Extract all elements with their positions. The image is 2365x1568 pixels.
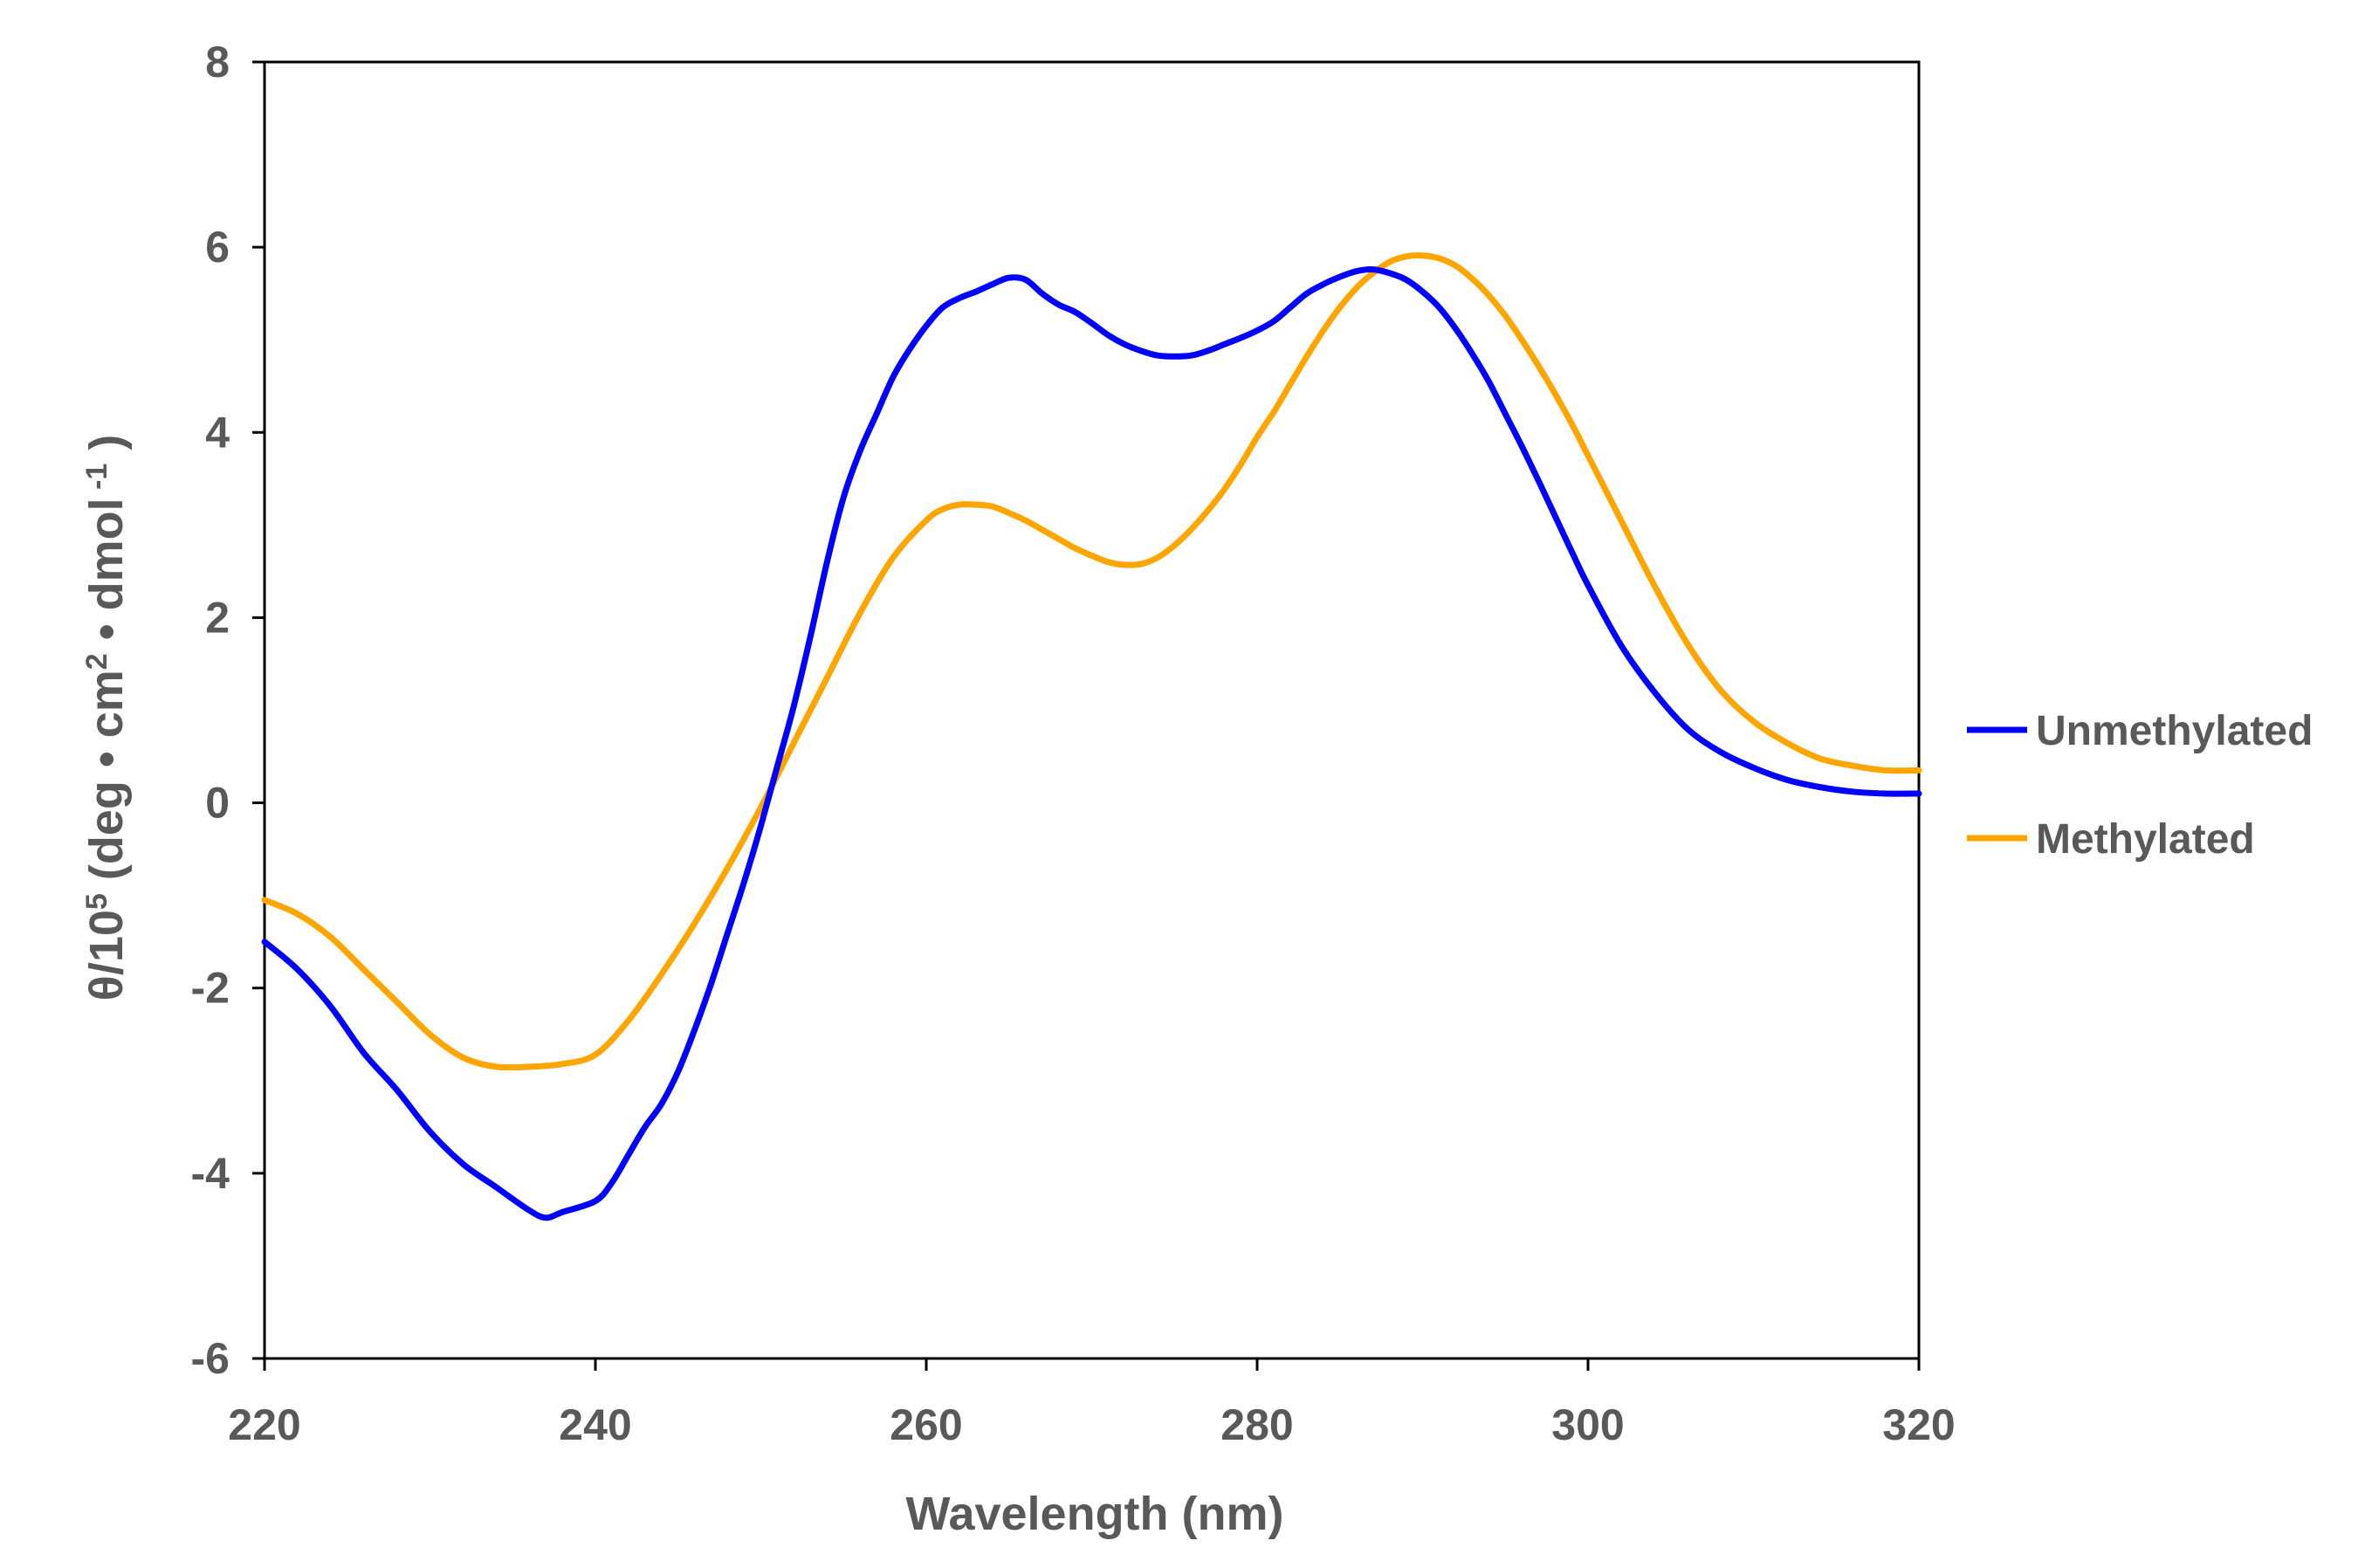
x-tick-label: 280 (1220, 1400, 1293, 1449)
y-axis-title-text: θ/10 (80, 910, 133, 1001)
series-line-unmethylated (261, 266, 1922, 1221)
y-tick-label: -2 (191, 964, 230, 1013)
y-tick-label: -6 (191, 1334, 230, 1383)
x-axis-title: Wavelength (nm) (905, 1488, 1283, 1540)
legend-label-unmethylated: Unmethylated (2036, 708, 2313, 754)
x-tick-label: 300 (1551, 1400, 1624, 1449)
series-layer (261, 252, 1922, 1221)
x-tick-label: 260 (890, 1400, 962, 1449)
y-axis-title-text: (deg • cm (80, 670, 133, 893)
x-tick-label: 240 (559, 1400, 631, 1449)
y-axis-title-text: • dmol (80, 498, 133, 653)
x-tick-label: 220 (228, 1400, 300, 1449)
plot-frame (263, 60, 1921, 1360)
y-axis-title-superscript: 5 (80, 893, 113, 910)
y-axis-title-text: ) (80, 435, 133, 464)
plot-area (263, 60, 1921, 1360)
legend: Unmethylated Methylated (1967, 708, 2313, 863)
series-line-methylated (261, 252, 1922, 1071)
y-tick-label: 8 (205, 38, 230, 86)
y-axis-title-superscript: 2 (80, 653, 113, 670)
axis-ticks: -6 -4 -2 0 2 4 6 8 220 240 260 280 300 320 (191, 38, 1956, 1449)
y-tick-label: 4 (205, 408, 230, 457)
y-tick-label: 2 (205, 593, 230, 642)
x-tick-label: 320 (1882, 1400, 1955, 1449)
y-axis-title: θ/105 (deg • cm2 • dmol -1 ) (80, 435, 133, 1001)
legend-label-methylated: Methylated (2036, 816, 2255, 863)
y-axis-title-superscript: -1 (80, 464, 113, 499)
y-tick-label: -4 (191, 1149, 230, 1198)
y-tick-label: 6 (205, 223, 230, 272)
y-tick-label: 0 (205, 779, 230, 828)
